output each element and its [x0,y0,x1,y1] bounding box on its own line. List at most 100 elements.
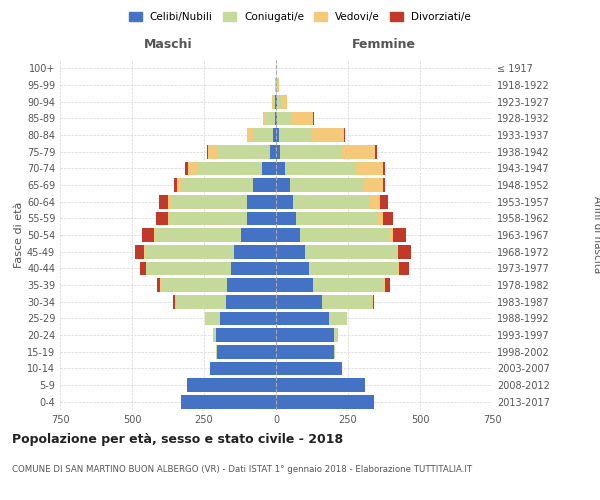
Bar [142,228,154,242]
Bar [273,128,276,142]
Bar [276,228,301,242]
Bar [281,95,287,108]
Bar [383,212,392,225]
Bar [276,212,296,225]
Bar [247,128,253,142]
Bar [275,95,276,108]
Bar [397,245,398,258]
Bar [398,245,412,258]
Bar [276,95,277,108]
Bar [276,362,342,375]
Bar [322,295,373,308]
Bar [276,195,293,208]
Bar [290,178,364,192]
Y-axis label: Fasce di età: Fasce di età [14,202,24,268]
Bar [241,228,276,242]
Bar [227,278,276,292]
Bar [198,162,262,175]
Bar [188,162,198,175]
Bar [376,145,377,158]
Bar [181,178,253,192]
Bar [155,228,241,242]
Bar [217,145,270,158]
Bar [276,78,277,92]
Bar [276,328,334,342]
Bar [270,145,276,158]
Bar [226,295,276,308]
Bar [140,262,146,275]
Bar [234,245,276,258]
Bar [215,328,276,342]
Bar [276,145,280,158]
Bar [169,212,247,225]
Text: COMUNE DI SAN MARTINO BUON ALBERGO (VR) - Dati ISTAT 1° gennaio 2018 - Elaborazi: COMUNE DI SAN MARTINO BUON ALBERGO (VR) … [12,465,472,474]
Bar [168,195,171,208]
Bar [313,278,384,292]
Bar [168,212,169,225]
Bar [329,312,347,325]
Bar [187,378,276,392]
Bar [276,345,334,358]
Bar [334,328,338,342]
Bar [392,228,406,242]
Bar [144,245,145,258]
Bar [385,278,391,292]
Bar [157,278,160,292]
Bar [276,295,322,308]
Bar [263,112,266,125]
Bar [373,295,374,308]
Bar [275,112,276,125]
Bar [276,312,329,325]
Bar [207,145,208,158]
Bar [305,245,397,258]
Bar [292,112,313,125]
Bar [309,262,398,275]
Bar [378,212,383,225]
Bar [161,278,227,292]
Bar [277,95,281,108]
Bar [220,312,276,325]
Bar [212,328,215,342]
Bar [247,195,276,208]
Bar [136,245,144,258]
Bar [157,212,168,225]
Bar [232,262,276,275]
Bar [208,145,217,158]
Text: Maschi: Maschi [143,38,193,51]
Bar [253,128,273,142]
Bar [173,295,175,308]
Bar [276,178,290,192]
Bar [247,212,276,225]
Bar [312,128,344,142]
Bar [383,162,385,175]
Text: Popolazione per età, sesso e stato civile - 2018: Popolazione per età, sesso e stato civil… [12,432,343,446]
Bar [215,345,217,358]
Bar [276,378,365,392]
Bar [276,278,313,292]
Bar [296,212,378,225]
Bar [276,262,309,275]
Bar [390,228,392,242]
Bar [344,128,345,142]
Bar [398,262,399,275]
Bar [272,95,273,108]
Bar [266,112,275,125]
Bar [364,178,383,192]
Bar [146,262,232,275]
Bar [217,345,276,358]
Bar [276,128,279,142]
Bar [210,362,276,375]
Bar [262,162,276,175]
Bar [160,195,168,208]
Text: Anni di nascita: Anni di nascita [592,196,600,274]
Bar [276,162,284,175]
Bar [273,95,275,108]
Bar [280,145,341,158]
Bar [355,162,383,175]
Bar [176,178,181,192]
Bar [276,112,277,125]
Bar [383,178,385,192]
Bar [341,145,376,158]
Bar [301,228,390,242]
Legend: Celibi/Nubili, Coniugati/e, Vedovi/e, Divorziati/e: Celibi/Nubili, Coniugati/e, Vedovi/e, Di… [125,8,475,26]
